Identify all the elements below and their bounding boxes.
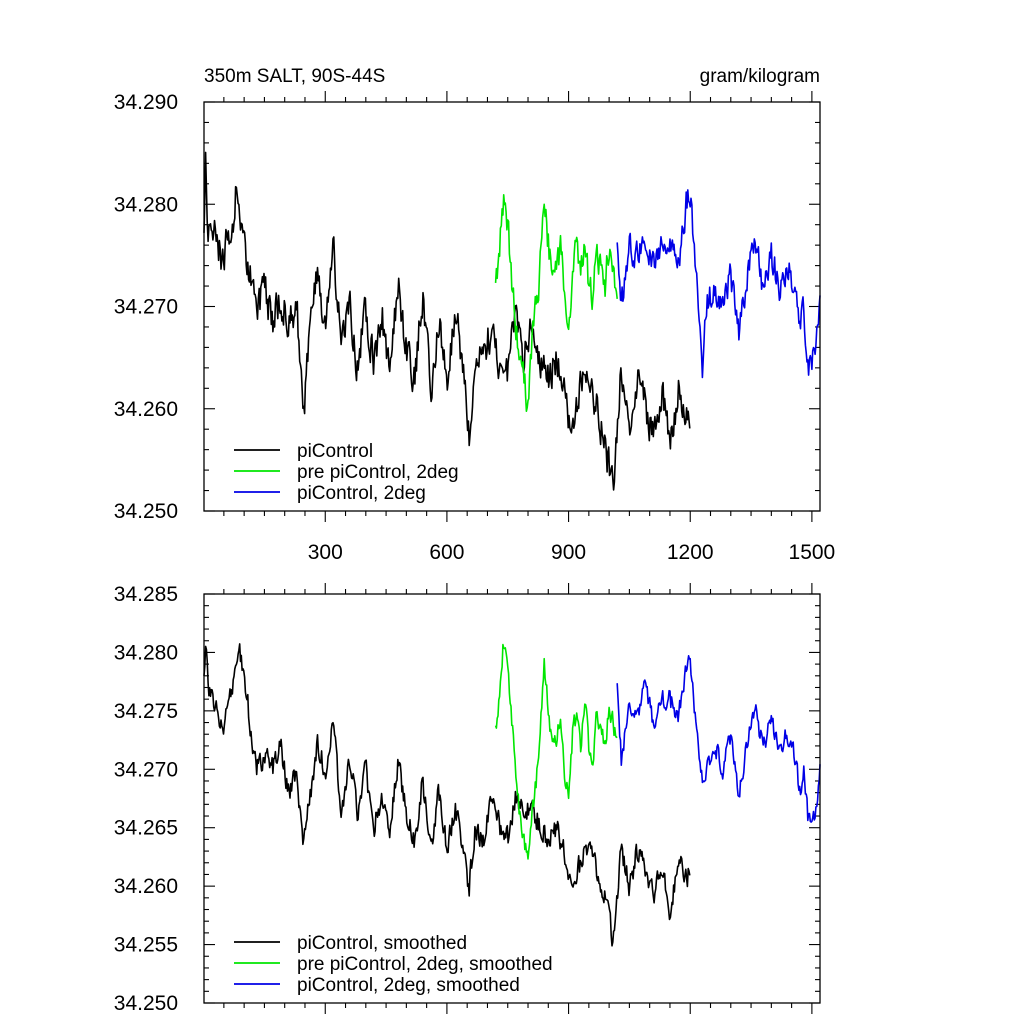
bottom-ytick-label-6: 34.280 [114,641,178,664]
series-line-picontrol-2deg [616,189,821,379]
series-line-pre-picontrol-2deg-smoothed [494,643,618,860]
legend-label-pre-picontrol-2deg: pre piControl, 2deg [297,462,459,483]
series-line-picontrol [203,151,691,491]
top-chart-title-left: 350m SALT, 90S-44S [204,66,385,87]
top-y-axis: 34.250 34.260 34.270 34.280 34.290 [114,91,820,523]
bottom-ytick-label-1: 34.255 [114,934,178,957]
top-ytick-label-4: 34.290 [114,91,178,114]
bottom-ytick-label-0: 34.250 [114,992,178,1015]
top-ytick-label-2: 34.270 [114,296,178,319]
top-x-axis: 300 600 900 1200 1500 [223,91,836,564]
top-xtick-label-0: 300 [308,541,343,564]
top-xtick-label-2: 900 [551,541,586,564]
top-chart-title-right: gram/kilogram [700,66,820,87]
top-ytick-label-0: 34.250 [114,500,178,523]
legend-label-picontrol-2deg: piControl, 2deg [297,483,426,504]
top-xtick-label-4: 1500 [789,541,836,564]
bottom-legend: piControl, smoothed pre piControl, 2deg,… [234,933,553,996]
series-line-pre-picontrol-2deg [494,194,618,413]
bottom-series-group [203,643,821,947]
legend-label-pre-picontrol-2deg-smoothed: pre piControl, 2deg, smoothed [297,954,553,975]
bottom-y-axis: 34.250 34.255 34.260 34.265 34.270 34.275 34.2… [114,583,820,1015]
legend-label-picontrol-smoothed: piControl, smoothed [297,933,467,954]
top-ytick-label-1: 34.260 [114,398,178,421]
bottom-plot-frame [203,593,821,1004]
top-series-group [203,151,821,491]
bottom-x-axis [223,583,813,1014]
legend-label-picontrol-2deg-smoothed: piControl, 2deg, smoothed [297,975,520,996]
bottom-chart-panel: 34.250 34.255 34.260 34.265 34.270 34.275 34.2… [114,583,821,1015]
series-line-picontrol-smoothed [203,643,691,947]
top-ytick-label-3: 34.280 [114,193,178,216]
legend-label-picontrol: piControl [297,441,373,462]
bottom-ytick-label-7: 34.285 [114,583,178,606]
top-xtick-label-3: 1200 [667,541,714,564]
bottom-ytick-label-2: 34.260 [114,875,178,898]
bottom-ytick-label-4: 34.270 [114,758,178,781]
bottom-ytick-label-3: 34.265 [114,817,178,840]
top-plot-frame [203,101,821,512]
top-chart-panel: 350m SALT, 90S-44S gram/kilogram 34.2503… [114,66,835,564]
bottom-ytick-label-5: 34.275 [114,700,178,723]
top-xtick-label-1: 600 [429,541,464,564]
series-line-picontrol-2deg-smoothed [616,654,821,823]
top-legend: piControl pre piControl, 2deg piControl,… [234,441,459,504]
